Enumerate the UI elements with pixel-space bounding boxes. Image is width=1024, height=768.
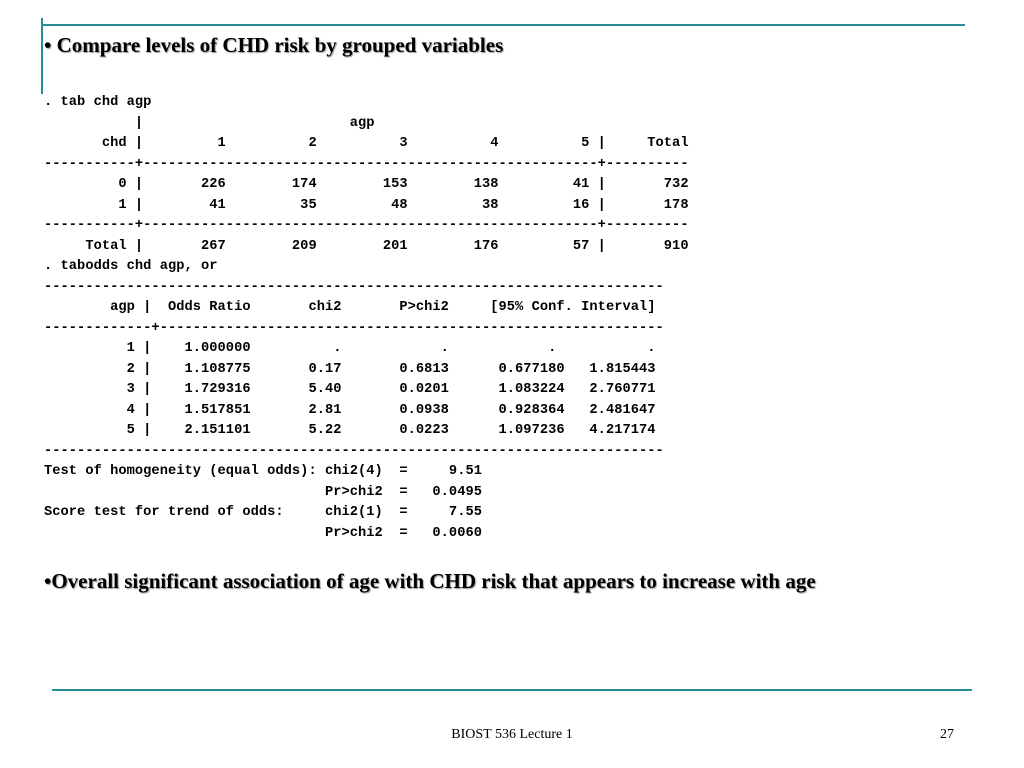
output-line-row-total: Total | 267 209 201 176 57 | 910 [44,238,689,254]
output-line-homogeneity-p: Pr>chi2 = 0.0495 [44,484,482,500]
conclusion-bullet: •Overall significant association of age … [44,569,816,593]
output-line-odds-row-4: 4 | 1.517851 2.81 0.0938 0.928364 2.4816… [44,402,656,418]
bottom-accent-rule [52,689,972,691]
output-line-trend-test: Score test for trend of odds: chi2(1) = … [44,505,482,520]
output-line-command-tabodds: . tabodds chd agp, or [44,259,218,274]
output-line-row-chd-0: 0 | 226 174 153 138 41 | 732 [44,177,689,192]
stata-output-block: . tab chd agp | agp chd | 1 2 3 4 5 | To… [44,93,689,544]
output-line-separator: -------------+--------------------------… [44,320,664,336]
output-line-separator: -----------+----------------------------… [44,156,689,172]
output-line-column-headers: chd | 1 2 3 4 5 | Total [44,136,689,151]
top-accent-horizontal-rule [41,24,965,26]
output-line-separator: ----------------------------------------… [44,279,664,295]
output-line-separator: -----------+----------------------------… [44,218,689,233]
top-accent-vertical-rule [41,18,43,94]
output-line-odds-row-5: 5 | 2.151101 5.22 0.0223 1.097236 4.2171… [44,423,656,438]
footer-page-number: 27 [940,727,954,742]
output-line-command-tab: . tab chd agp [44,95,152,110]
output-line-odds-row-3: 3 | 1.729316 5.40 0.0201 1.083224 2.7607… [44,382,656,397]
output-line-odds-row-2: 2 | 1.108775 0.17 0.6813 0.677180 1.8154… [44,361,656,377]
output-line-separator: ----------------------------------------… [44,443,664,459]
output-line-trend-p: Pr>chi2 = 0.0060 [44,525,482,541]
output-line-odds-header: agp | Odds Ratio chi2 P>chi2 [95% Conf. … [44,300,656,315]
output-line-odds-row-1: 1 | 1.000000 . . . . [44,341,656,356]
output-line-row-chd-1: 1 | 41 35 48 38 16 | 178 [44,197,689,213]
output-line-agp-header: | agp [44,115,375,131]
slide-heading: • Compare levels of CHD risk by grouped … [44,33,504,57]
footer-course-label: BIOST 536 Lecture 1 [451,727,573,742]
output-line-homogeneity-test: Test of homogeneity (equal odds): chi2(4… [44,464,482,479]
